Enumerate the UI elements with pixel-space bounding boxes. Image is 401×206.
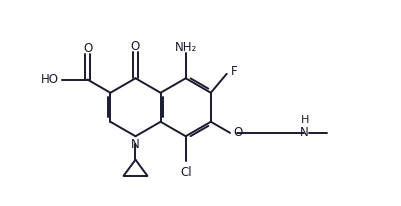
Text: O: O <box>83 42 92 55</box>
Text: O: O <box>131 40 140 53</box>
Text: N: N <box>131 138 140 151</box>
Text: N: N <box>300 126 309 139</box>
Text: HO: HO <box>41 73 59 86</box>
Text: Cl: Cl <box>180 166 192 179</box>
Text: NH₂: NH₂ <box>174 41 197 54</box>
Text: H: H <box>300 115 309 125</box>
Text: F: F <box>231 65 237 78</box>
Text: O: O <box>233 126 242 139</box>
